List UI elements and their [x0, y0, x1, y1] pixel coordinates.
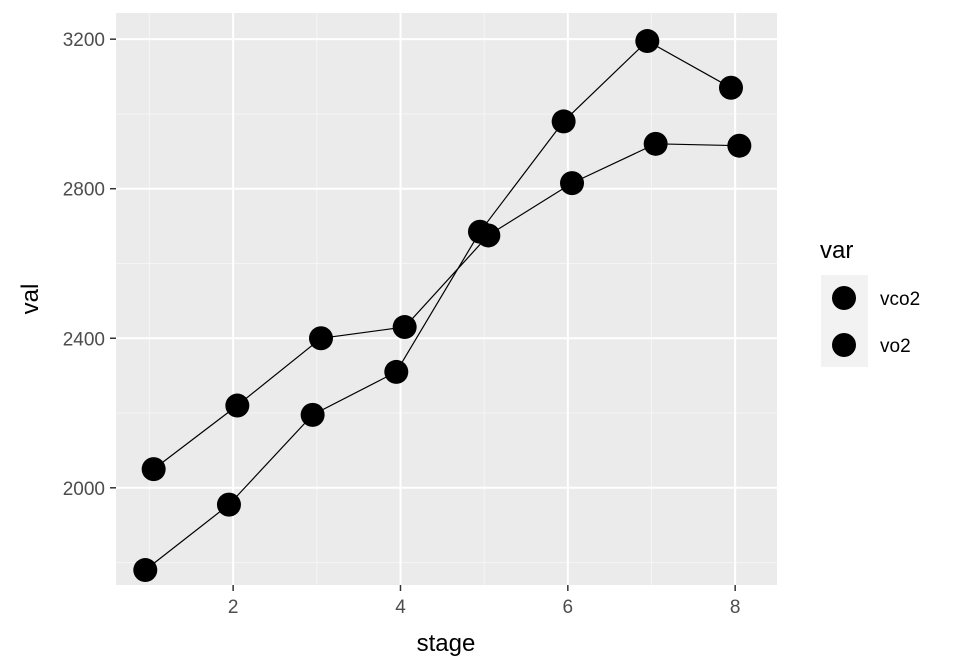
data-point-vo2 — [308, 326, 333, 351]
data-point-vco2 — [133, 558, 158, 583]
legend-label-vo2: vo2 — [880, 336, 911, 357]
y-axis-title: val — [17, 284, 44, 315]
series-line-vco2 — [144, 40, 732, 571]
data-point-vco2 — [384, 359, 409, 384]
legend-title: var — [820, 237, 853, 264]
data-point-vco2 — [216, 492, 241, 517]
x-tick-label: 2 — [228, 597, 239, 618]
data-point-vco2 — [551, 109, 576, 134]
legend-key-vo2 — [832, 333, 856, 357]
data-point-vo2 — [560, 171, 585, 196]
y-tick-label: 2000 — [63, 479, 105, 500]
legend-key-vco2 — [832, 286, 856, 310]
y-tick-label: 3200 — [63, 30, 105, 51]
grid-major — [116, 13, 777, 585]
data-point-vo2 — [392, 315, 417, 340]
y-axis: 2000 2400 2800 3200 — [63, 30, 116, 500]
data-point-vo2 — [643, 131, 668, 156]
data-point-vo2 — [476, 223, 501, 248]
data-point-vo2 — [141, 457, 166, 482]
legend: var vco2 vo2 — [820, 237, 920, 367]
series-lines — [144, 40, 740, 571]
series-line-vo2 — [153, 143, 740, 470]
x-axis-title: stage — [417, 630, 476, 657]
data-point-vo2 — [727, 133, 752, 158]
data-point-vco2 — [300, 402, 325, 427]
series-points — [133, 29, 752, 583]
x-tick-label: 6 — [563, 597, 574, 618]
legend-label-vco2: vco2 — [880, 289, 920, 310]
data-point-vco2 — [718, 75, 743, 100]
y-tick-label: 2800 — [63, 180, 105, 201]
plot-panel — [116, 13, 777, 585]
x-tick-label: 4 — [395, 597, 406, 618]
data-point-vco2 — [635, 29, 660, 54]
grid-minor — [116, 13, 777, 585]
x-axis: 2 4 6 8 — [228, 585, 741, 618]
y-tick-label: 2400 — [63, 329, 105, 350]
data-point-vo2 — [225, 393, 250, 418]
x-tick-label: 8 — [730, 597, 741, 618]
